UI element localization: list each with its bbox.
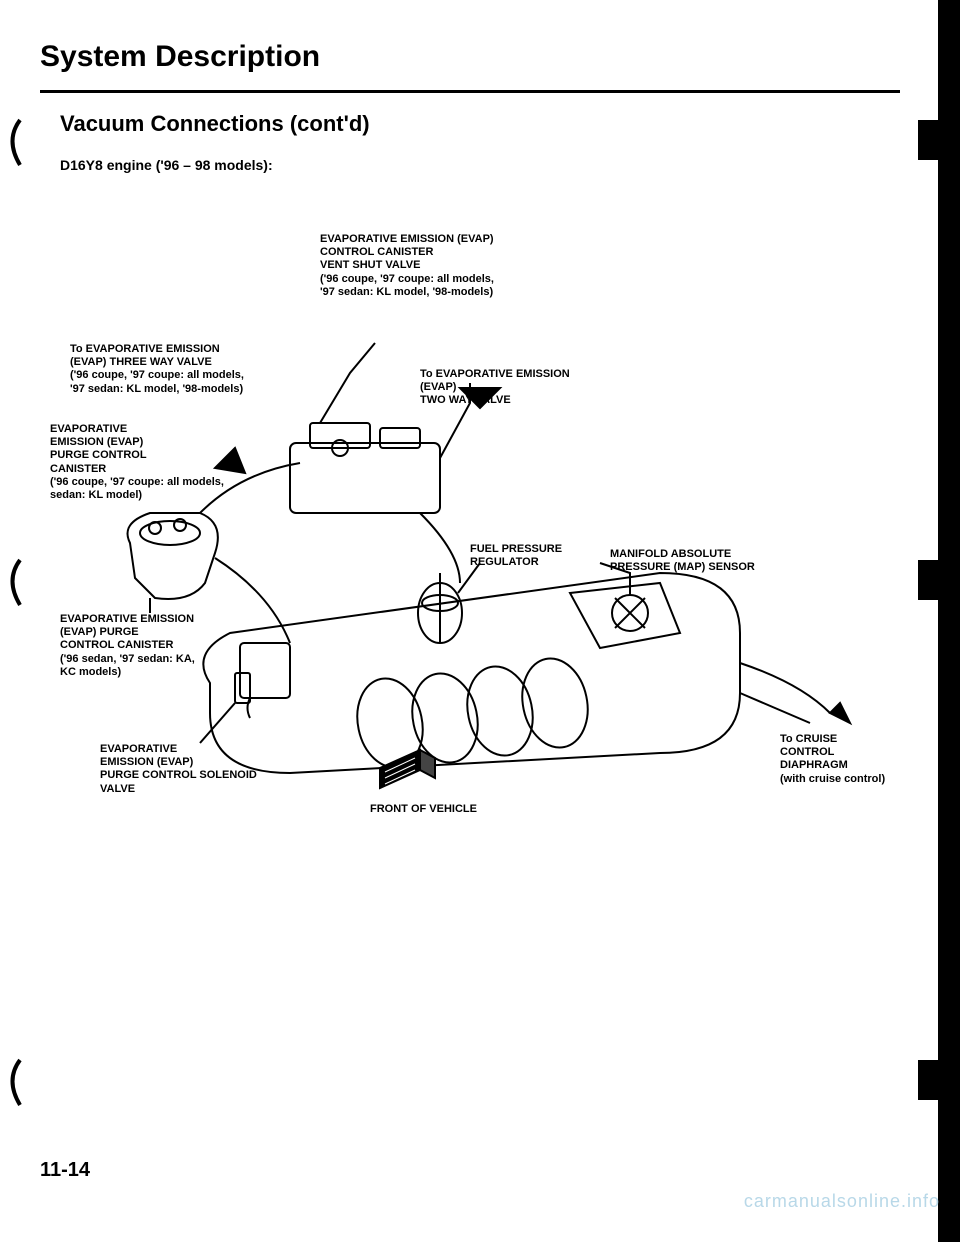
- label-three-way-valve: To EVAPORATIVE EMISSION (EVAP) THREE WAY…: [70, 343, 330, 396]
- tab-mark: [918, 560, 938, 600]
- label-fuel-pressure-regulator: FUEL PRESSURE REGULATOR: [470, 543, 600, 569]
- tab-mark: [918, 1060, 938, 1100]
- engine-spec: D16Y8 engine ('96 – 98 models):: [60, 157, 900, 173]
- title-rule: [40, 90, 900, 93]
- page-content: System Description Vacuum Connections (c…: [40, 40, 900, 863]
- tab-mark: [918, 120, 938, 160]
- section-subtitle: Vacuum Connections (cont'd): [60, 111, 900, 137]
- side-binding: [938, 0, 960, 1242]
- label-two-way-valve: To EVAPORATIVE EMISSION (EVAP) TWO WAY V…: [420, 368, 620, 408]
- label-solenoid-valve: EVAPORATIVE EMISSION (EVAP) PURGE CONTRO…: [100, 743, 300, 796]
- label-front-of-vehicle: FRONT OF VEHICLE: [370, 803, 520, 816]
- label-vent-shut-valve: EVAPORATIVE EMISSION (EVAP) CONTROL CANI…: [320, 233, 580, 299]
- label-cruise-control: To CRUISE CONTROL DIAPHRAGM (with cruise…: [780, 733, 910, 786]
- label-purge-canister-b: EVAPORATIVE EMISSION (EVAP) PURGE CONTRO…: [60, 613, 240, 679]
- page-number: 11-14: [40, 1159, 90, 1182]
- watermark-text: carmanualsonline.info: [744, 1191, 940, 1212]
- label-map-sensor: MANIFOLD ABSOLUTE PRESSURE (MAP) SENSOR: [610, 548, 800, 574]
- edge-marks: [0, 0, 40, 1242]
- vacuum-diagram: EVAPORATIVE EMISSION (EVAP) CONTROL CANI…: [40, 213, 900, 863]
- page-title: System Description: [40, 40, 900, 74]
- label-purge-canister-a: EVAPORATIVE EMISSION (EVAP) PURGE CONTRO…: [50, 423, 280, 502]
